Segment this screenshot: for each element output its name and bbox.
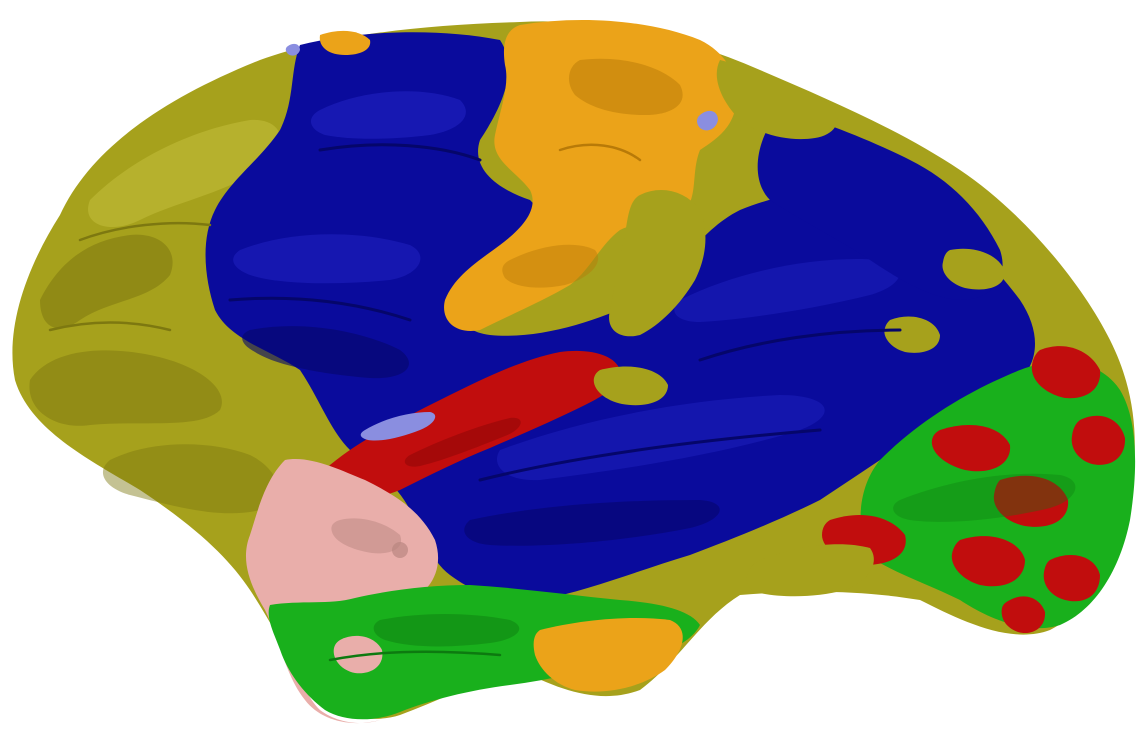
blue-gyrus-highlight-4 [674, 259, 900, 322]
blue-gyrus-shade-1 [242, 326, 409, 379]
sulcus-1 [318, 143, 482, 162]
olive-patch-1 [884, 316, 940, 353]
green-shade [373, 614, 520, 647]
red-mosaic-7 [1043, 555, 1100, 602]
sulcus-2 [228, 296, 412, 322]
frontal-gyrus-shade-1 [40, 234, 173, 329]
region-olive-top-right [716, 60, 838, 140]
sulcus-7 [558, 143, 642, 162]
sulcus-8 [328, 650, 502, 662]
blue-gyrus-shade-2 [464, 500, 720, 546]
red-mosaic-5 [951, 536, 1025, 587]
region-olive-parietal-wedge [609, 190, 706, 337]
region-lavender-dot-1 [697, 110, 718, 131]
orange-gyrus-shade [568, 58, 683, 115]
olive-patch-3 [942, 248, 1005, 290]
region-olive-temporo-occipital [746, 544, 874, 597]
frontal-gyrus-shade-4 [102, 444, 279, 514]
pink-nodule [392, 542, 408, 558]
region-lavender-dot-2 [285, 43, 300, 56]
green-occipital-shade [893, 473, 1076, 522]
frontal-gyrus-shade-2 [29, 350, 222, 426]
region-orange-small-top [319, 30, 371, 55]
olive-patch-2 [593, 366, 668, 406]
orange-gyrus-shade-2 [502, 244, 599, 288]
region-red-temporal [323, 350, 621, 501]
region-lavender-sliver [360, 412, 436, 441]
blue-gyrus-highlight-2 [233, 234, 421, 284]
sulcus-5 [48, 321, 172, 332]
red-highlight [404, 417, 521, 467]
region-orange-inferior [533, 618, 683, 692]
red-mosaic-3 [993, 475, 1069, 527]
sulcus-6 [78, 221, 212, 242]
blue-gyrus-highlight-1 [310, 91, 466, 139]
red-mosaic-8 [1001, 596, 1046, 634]
sulcus-4 [698, 328, 902, 362]
red-mosaic-2 [931, 425, 1011, 472]
red-mosaic-1 [1031, 346, 1101, 399]
red-mosaic-6 [1071, 415, 1126, 465]
pink-highlight [331, 518, 402, 554]
region-green-inferior-temporal [268, 585, 700, 720]
region-blue-occipital-top [757, 110, 1003, 300]
sulcus-3 [478, 428, 822, 482]
frontal-gyrus-shade-3 [88, 119, 281, 228]
